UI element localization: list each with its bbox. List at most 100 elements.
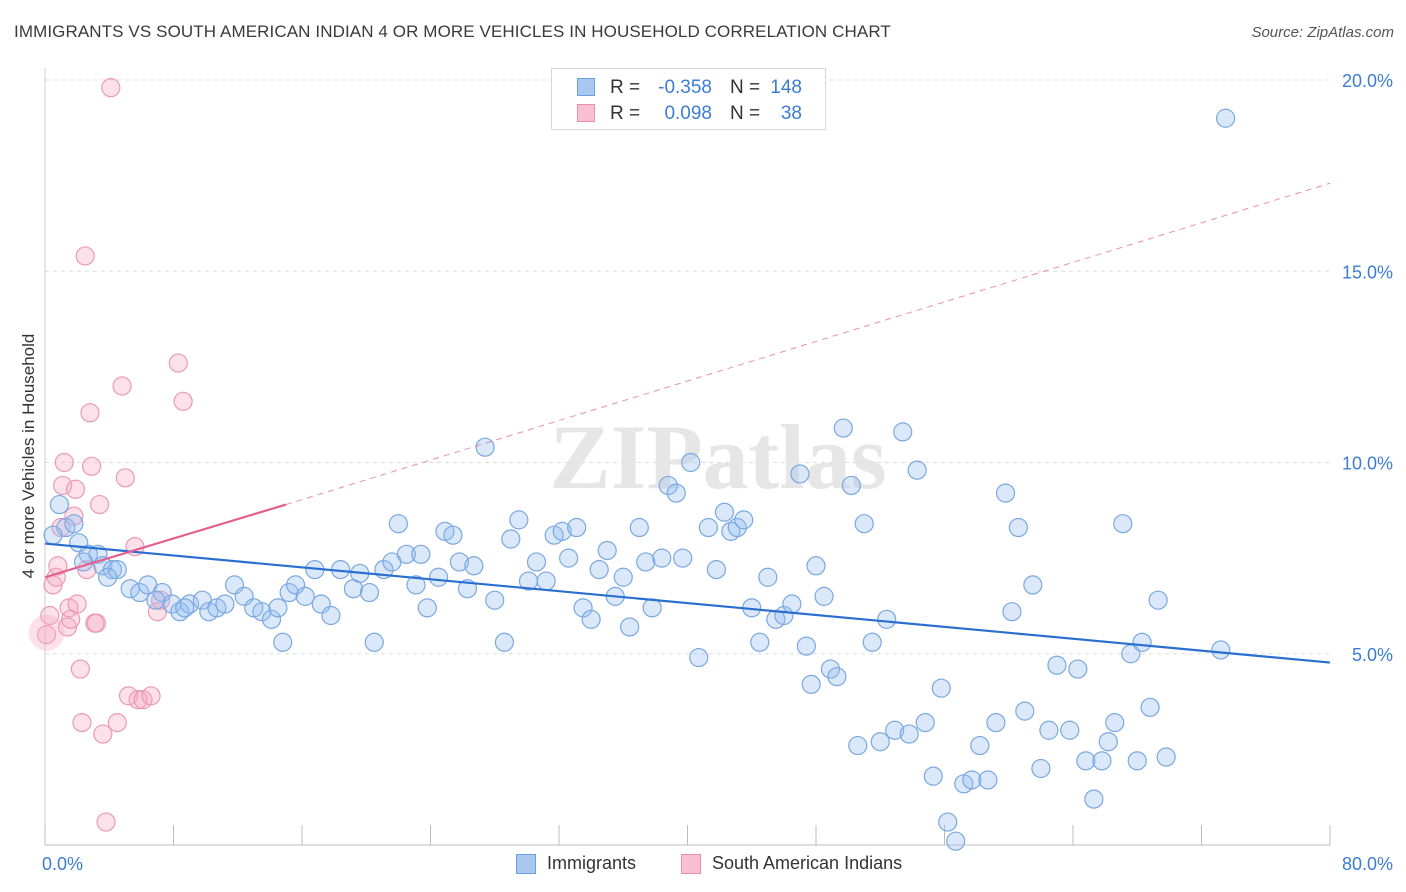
- n-label: N =: [730, 77, 761, 98]
- immigrants-point: [130, 582, 150, 603]
- immigrants-point: [64, 514, 84, 534]
- axes: [44, 68, 1331, 846]
- correlation-legend: R = -0.358 N = 148 R = 0.098 N = 38: [551, 68, 826, 130]
- south-american-indians-point: [96, 812, 116, 832]
- r-value: -0.358: [658, 77, 712, 98]
- immigrants-point: [49, 494, 70, 515]
- south-american-indians-point: [151, 590, 171, 610]
- immigrants-point: [526, 552, 547, 572]
- legend-row-immigrants: R = -0.358 N = 148: [552, 75, 825, 101]
- immigrants-point: [1076, 751, 1096, 771]
- immigrants-point: [689, 647, 709, 668]
- immigrants-point: [899, 724, 919, 744]
- watermark: ZIPatlas: [549, 406, 886, 508]
- immigrants-point: [893, 422, 913, 442]
- immigrants-point: [986, 712, 1006, 733]
- immigrants-point: [1092, 751, 1112, 771]
- immigrants-points: [43, 108, 1236, 851]
- immigrants-point: [620, 617, 640, 637]
- immigrants-point: [559, 548, 579, 568]
- immigrants-point: [698, 517, 718, 538]
- south-american-indians-point: [67, 594, 87, 614]
- immigrants-point: [567, 517, 587, 538]
- immigrants-point: [261, 609, 282, 629]
- south-american-indians-point: [93, 724, 113, 744]
- tick-labels: 5.0% 10.0% 15.0% 20.0% 0.0% 80.0%: [42, 71, 1393, 874]
- immigrants-point: [464, 556, 484, 576]
- r-value: 0.098: [664, 103, 712, 124]
- gridlines: [45, 79, 1330, 655]
- immigrants-point: [938, 812, 958, 832]
- south-american-indians-point: [75, 246, 95, 266]
- immigrants-point: [485, 590, 505, 610]
- immigrants-point: [406, 575, 426, 595]
- immigrants-point: [175, 598, 195, 618]
- y-tick-label: 20.0%: [1342, 71, 1393, 91]
- immigrants-point: [841, 475, 861, 496]
- immigrants-point: [995, 483, 1016, 503]
- south-american-indians-point: [40, 605, 60, 626]
- immigrants-point: [931, 678, 951, 698]
- south-american-indians-point: [81, 456, 102, 476]
- immigrants-point: [833, 418, 853, 438]
- immigrants-point: [758, 567, 778, 587]
- south-american-indians-point: [112, 376, 132, 396]
- immigrants-point: [681, 452, 701, 473]
- immigrants-point: [589, 559, 609, 580]
- immigrants-point: [494, 632, 514, 652]
- immigrants-point: [970, 735, 990, 756]
- immigrants-point: [1215, 108, 1236, 128]
- immigrants-point: [552, 521, 572, 541]
- immigrants-point: [107, 559, 127, 580]
- immigrants-point: [501, 529, 521, 549]
- immigrants-point: [98, 567, 118, 587]
- immigrants-point: [827, 667, 847, 687]
- immigrants-trend-line: [44, 542, 1331, 664]
- immigrants-point: [1084, 789, 1104, 809]
- immigrants-point: [820, 659, 841, 679]
- immigrants-point: [862, 632, 882, 652]
- south-american-indians-points: [28, 78, 193, 832]
- immigrants-point: [295, 586, 315, 606]
- south-american-indians-point: [107, 712, 127, 733]
- south-american-indians-point: [28, 614, 65, 651]
- south-american-indians-point: [90, 494, 110, 515]
- chart-title: IMMIGRANTS VS SOUTH AMERICAN INDIAN 4 OR…: [14, 22, 891, 41]
- immigrants-legend-label: Immigrants: [547, 853, 637, 873]
- south-american-indians-swatch: [577, 104, 595, 122]
- immigrants-point: [1140, 697, 1160, 717]
- immigrants-point: [1002, 602, 1022, 622]
- south-american-indians-trend-line: [44, 503, 287, 579]
- immigrants-point: [734, 510, 754, 530]
- south-american-indians-point: [101, 78, 121, 98]
- immigrants-point: [750, 632, 770, 652]
- immigrants-point: [597, 540, 617, 561]
- south-american-indians-point: [64, 506, 84, 526]
- y-tick-label: 15.0%: [1342, 262, 1393, 282]
- immigrants-point: [907, 460, 927, 480]
- immigrants-point: [629, 517, 649, 538]
- south-american-indians-point: [173, 391, 193, 411]
- n-value: 148: [770, 77, 802, 98]
- immigrants-point: [388, 514, 408, 534]
- south-american-indians-point: [80, 403, 100, 423]
- immigrants-point: [1148, 590, 1168, 610]
- immigrants-point: [801, 674, 821, 694]
- immigrants-point: [790, 464, 810, 484]
- r-label: R =: [610, 103, 641, 124]
- immigrants-point: [706, 559, 727, 580]
- immigrants-point: [636, 552, 656, 572]
- source-label: Source: ZipAtlas.com: [1251, 24, 1394, 41]
- immigrants-point: [727, 517, 747, 538]
- immigrants-point: [642, 598, 662, 618]
- immigrants-point: [449, 552, 470, 572]
- immigrants-swatch: [577, 78, 595, 96]
- immigrants-point: [443, 525, 463, 545]
- immigrants-point: [658, 475, 678, 496]
- immigrants-point: [1156, 747, 1176, 767]
- south-american-indians-point: [65, 479, 86, 499]
- immigrants-point: [428, 567, 449, 587]
- immigrants-point: [457, 579, 478, 599]
- south-american-indians-point: [70, 659, 90, 679]
